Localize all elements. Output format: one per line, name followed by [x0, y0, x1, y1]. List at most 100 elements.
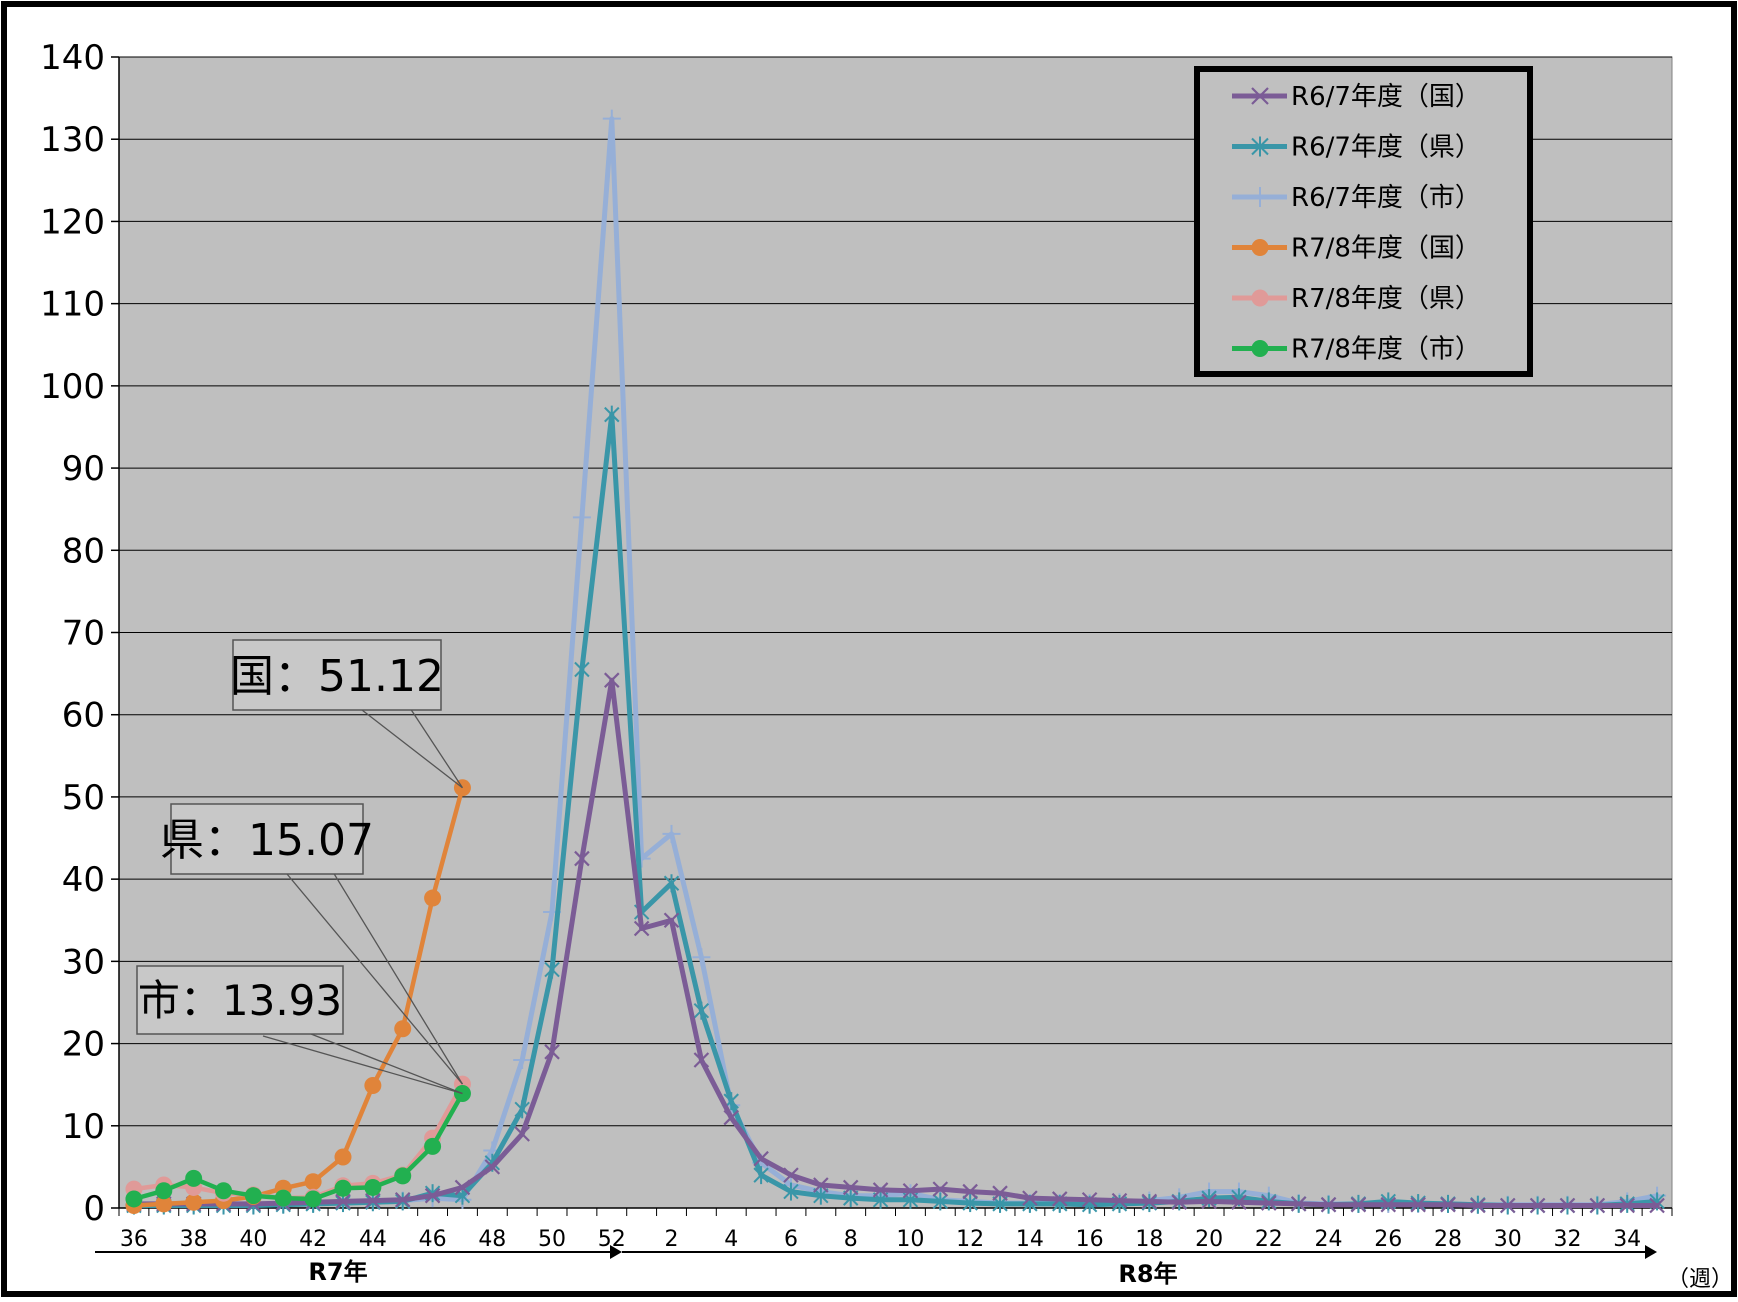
data-point — [155, 1182, 173, 1200]
marker-stroke — [1499, 1197, 1516, 1214]
callout-box — [170, 803, 364, 875]
data-point — [424, 1187, 441, 1204]
marker-stroke — [574, 850, 590, 867]
data-point — [962, 1194, 978, 1213]
data-point — [334, 1179, 352, 1197]
marker-stroke — [1350, 1196, 1367, 1213]
callout-leader — [310, 1033, 463, 1095]
marker-stroke — [1589, 1197, 1606, 1214]
data-point — [753, 1166, 769, 1185]
data-point — [394, 1020, 412, 1038]
x-tick-label: 32 — [1553, 1227, 1581, 1252]
data-point — [1499, 1197, 1516, 1214]
x-tick-label: 38 — [180, 1227, 208, 1252]
data-point — [1231, 1194, 1247, 1211]
data-point — [1380, 1196, 1397, 1213]
annotation-callout: 県：15.07 — [160, 803, 464, 1085]
data-point — [693, 1001, 710, 1020]
marker-stroke — [1290, 1196, 1307, 1212]
marker-stroke — [1619, 1197, 1635, 1214]
x-tick-label: 40 — [239, 1227, 267, 1252]
data-point — [424, 889, 442, 907]
x-tick-label: 4 — [724, 1227, 738, 1252]
y-tick-label: 10 — [62, 1107, 105, 1147]
data-point — [1529, 1197, 1546, 1214]
data-point — [394, 1192, 411, 1208]
x-tick-label: 36 — [120, 1227, 148, 1252]
data-point — [574, 850, 590, 867]
data-point — [215, 1182, 233, 1200]
x-tick-label: 24 — [1315, 1227, 1343, 1252]
x-tick-label: 10 — [896, 1227, 924, 1252]
x-tick-label: 12 — [956, 1227, 984, 1252]
data-point — [1141, 1193, 1158, 1210]
marker-stroke — [992, 1185, 1008, 1201]
data-point — [604, 405, 620, 424]
x-tick-label: 46 — [419, 1227, 447, 1252]
marker-stroke — [902, 1182, 919, 1199]
data-point — [1290, 1196, 1307, 1212]
y-tick-label: 100 — [40, 367, 105, 407]
year-arrowhead-r7 — [610, 1245, 622, 1259]
marker-stroke — [1081, 1192, 1098, 1208]
year-arrowhead-r8 — [1645, 1245, 1657, 1259]
marker-stroke — [484, 1159, 501, 1175]
data-point — [753, 1150, 769, 1167]
callout-label: 県：15.07 — [160, 815, 374, 866]
x-tick-label: 8 — [844, 1227, 858, 1252]
legend-item: R6/7年度（県） — [1232, 133, 1481, 163]
series-layer — [124, 109, 1667, 1215]
x-tick-label: 44 — [359, 1227, 387, 1252]
marker-stroke — [514, 1126, 530, 1142]
data-point — [155, 1195, 173, 1213]
data-point — [662, 824, 681, 843]
data-point — [1022, 1190, 1038, 1206]
y-tick-label: 20 — [62, 1025, 105, 1065]
x-tick-label: 42 — [299, 1227, 327, 1252]
data-point — [932, 1192, 949, 1211]
data-point — [1261, 1195, 1277, 1211]
year-axis: R7年 R8年 （週） — [95, 1245, 1733, 1292]
marker-stroke — [1649, 1197, 1665, 1214]
data-point — [1251, 289, 1269, 307]
marker-stroke — [1529, 1197, 1546, 1214]
marker-stroke — [1231, 1194, 1247, 1211]
x-tick-label: 30 — [1494, 1227, 1522, 1252]
marker-stroke — [1261, 1195, 1277, 1211]
data-point — [1081, 1192, 1098, 1208]
marker-stroke — [1022, 1190, 1038, 1206]
x-tick-label: 50 — [538, 1227, 566, 1252]
legend-item: R6/7年度（市） — [1232, 183, 1481, 213]
callout-leader — [409, 707, 463, 789]
marker-stroke — [1111, 1192, 1128, 1209]
data-point — [693, 1052, 710, 1068]
callout-leader — [361, 709, 463, 789]
marker-stroke — [1141, 1193, 1158, 1210]
annotation-callout: 国：51.12 — [230, 639, 463, 789]
data-point — [1201, 1193, 1217, 1210]
data-point — [1251, 340, 1269, 357]
marker-stroke — [544, 1044, 560, 1060]
data-point — [1440, 1196, 1456, 1213]
marker-stroke — [842, 1179, 859, 1196]
legend-item: R6/7年度（国） — [1232, 82, 1481, 112]
data-point — [1250, 187, 1270, 207]
data-point — [1619, 1197, 1635, 1214]
data-point — [1111, 1192, 1128, 1209]
data-point — [602, 109, 621, 128]
legend-label: R7/8年度（国） — [1291, 234, 1481, 264]
x-tick-label: 34 — [1613, 1227, 1641, 1252]
legend-label: R6/7年度（国） — [1291, 82, 1481, 112]
y-axis: 0 10 20 30 40 50 60 70 80 90 100 110 120 130 140 — [40, 38, 120, 1229]
callout-label: 市：13.93 — [138, 976, 342, 1025]
data-point — [1470, 1197, 1486, 1214]
marker-stroke — [1440, 1196, 1456, 1213]
marker-stroke — [604, 672, 620, 688]
data-point — [514, 1126, 530, 1142]
legend-label: R6/7年度（市） — [1291, 183, 1481, 213]
data-point — [365, 1192, 381, 1209]
marker-stroke — [1470, 1197, 1486, 1214]
legend: R6/7年度（国） R6/7年度（県） R6/7年度（市） R7/8年度（国） R7/8… — [1194, 66, 1533, 377]
marker-stroke — [1201, 1193, 1217, 1210]
data-point — [364, 1178, 382, 1196]
